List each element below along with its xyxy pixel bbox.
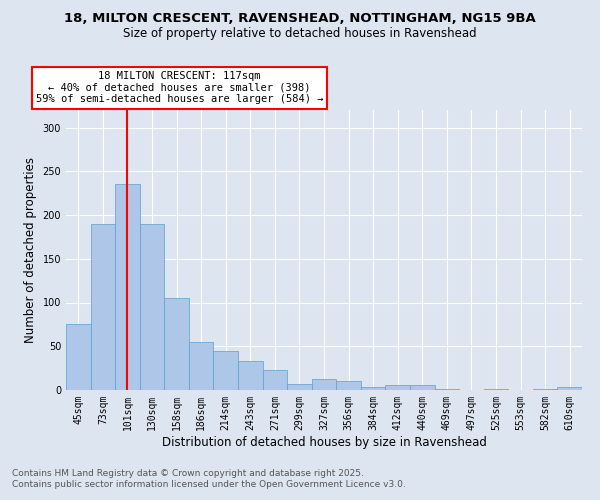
- Bar: [533, 389, 557, 390]
- Text: Contains HM Land Registry data © Crown copyright and database right 2025.: Contains HM Land Registry data © Crown c…: [12, 468, 364, 477]
- Bar: [484, 389, 508, 390]
- Bar: [263, 370, 287, 390]
- Bar: [214, 350, 238, 390]
- Bar: [385, 385, 410, 390]
- X-axis label: Distribution of detached houses by size in Ravenshead: Distribution of detached houses by size …: [161, 436, 487, 448]
- Bar: [115, 184, 140, 390]
- Bar: [189, 342, 214, 390]
- Bar: [91, 224, 115, 390]
- Text: 18 MILTON CRESCENT: 117sqm
← 40% of detached houses are smaller (398)
59% of sem: 18 MILTON CRESCENT: 117sqm ← 40% of deta…: [36, 71, 323, 104]
- Bar: [164, 298, 189, 390]
- Bar: [361, 386, 385, 390]
- Text: Size of property relative to detached houses in Ravenshead: Size of property relative to detached ho…: [123, 28, 477, 40]
- Bar: [140, 224, 164, 390]
- Bar: [238, 361, 263, 390]
- Bar: [557, 388, 582, 390]
- Y-axis label: Number of detached properties: Number of detached properties: [24, 157, 37, 343]
- Bar: [287, 384, 312, 390]
- Text: 18, MILTON CRESCENT, RAVENSHEAD, NOTTINGHAM, NG15 9BA: 18, MILTON CRESCENT, RAVENSHEAD, NOTTING…: [64, 12, 536, 26]
- Text: Contains public sector information licensed under the Open Government Licence v3: Contains public sector information licen…: [12, 480, 406, 489]
- Bar: [434, 389, 459, 390]
- Bar: [410, 385, 434, 390]
- Bar: [336, 381, 361, 390]
- Bar: [312, 378, 336, 390]
- Bar: [66, 324, 91, 390]
